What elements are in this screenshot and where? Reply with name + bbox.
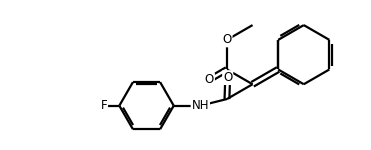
Text: O: O (222, 33, 232, 46)
Text: NH: NH (191, 99, 209, 112)
Text: O: O (205, 73, 214, 86)
Text: F: F (101, 99, 107, 112)
Text: O: O (223, 71, 232, 84)
